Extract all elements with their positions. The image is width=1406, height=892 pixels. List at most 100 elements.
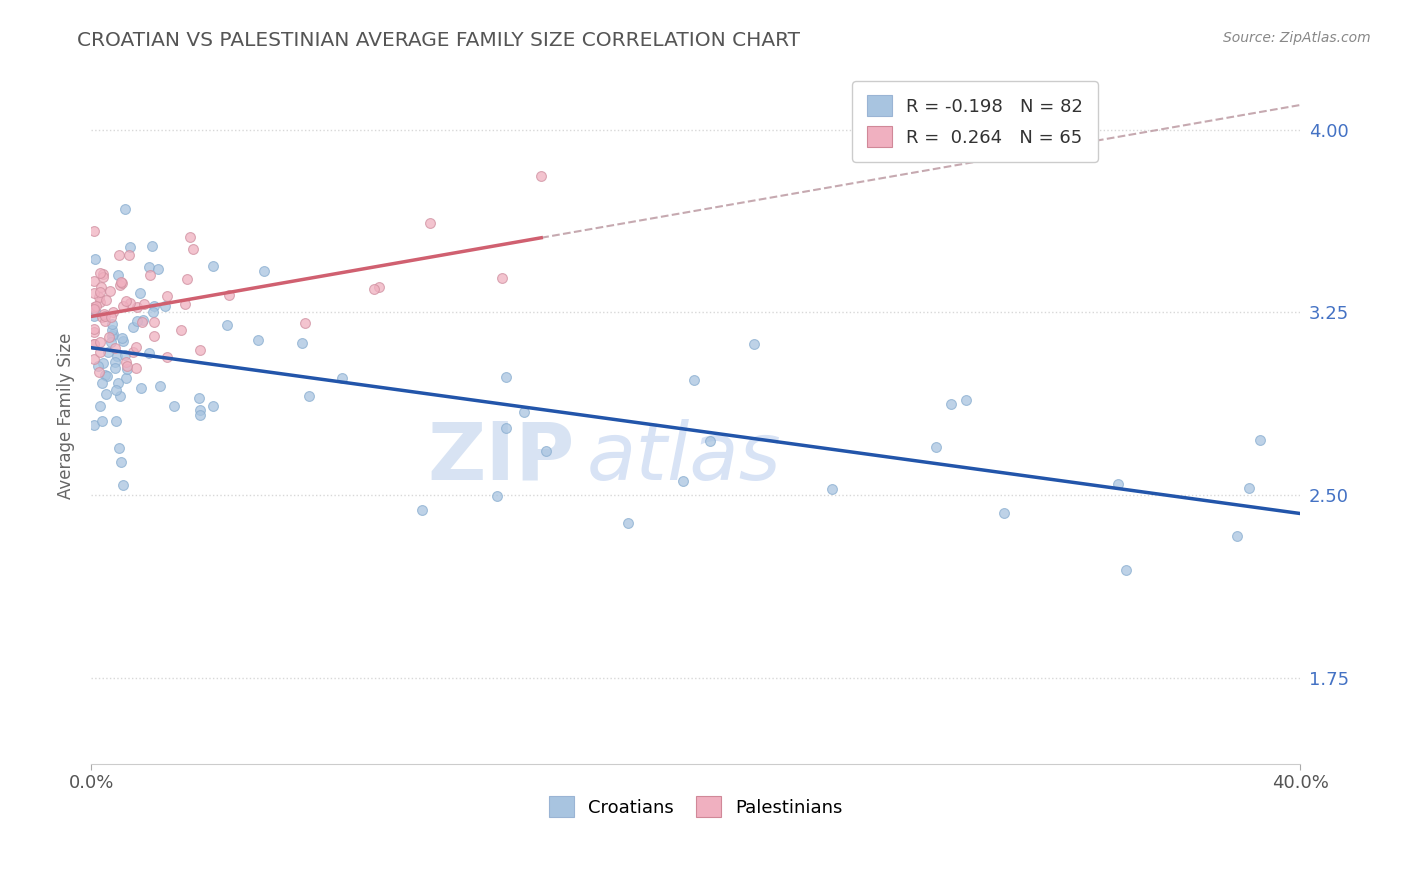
Point: [91, 376, 114, 390]
Point: [107, 376, 129, 390]
Point: [89, 399, 111, 413]
Point: [363, 282, 385, 296]
Point: [105, 349, 128, 363]
Point: [1249, 433, 1271, 447]
Point: [617, 516, 640, 530]
Point: [294, 316, 316, 330]
Point: [955, 393, 977, 408]
Point: [100, 335, 122, 350]
Point: [111, 334, 134, 348]
Point: [1226, 529, 1249, 543]
Point: [115, 293, 138, 308]
Point: [139, 268, 162, 282]
Point: [163, 399, 186, 413]
Point: [83, 252, 105, 267]
Point: [246, 333, 269, 347]
Point: [125, 339, 148, 353]
Point: [672, 474, 695, 488]
Point: [181, 242, 204, 256]
Point: [101, 329, 124, 343]
Point: [96, 368, 118, 383]
Point: [118, 248, 141, 262]
Point: [485, 489, 508, 503]
Point: [83, 302, 105, 317]
Point: [138, 346, 160, 360]
Point: [411, 503, 433, 517]
Point: [107, 268, 129, 282]
Point: [530, 169, 553, 184]
Point: [86, 359, 108, 373]
Point: [368, 280, 391, 294]
Point: [170, 323, 193, 337]
Point: [101, 322, 124, 336]
Point: [104, 341, 127, 355]
Point: [129, 381, 152, 395]
Text: Source: ZipAtlas.com: Source: ZipAtlas.com: [1223, 31, 1371, 45]
Point: [83, 337, 105, 351]
Point: [91, 267, 114, 281]
Point: [153, 299, 176, 313]
Point: [98, 284, 121, 298]
Point: [83, 285, 105, 300]
Point: [108, 278, 131, 293]
Point: [101, 305, 124, 319]
Point: [941, 397, 963, 411]
Point: [683, 373, 706, 387]
Point: [111, 277, 134, 291]
Point: [1115, 563, 1137, 577]
Point: [131, 315, 153, 329]
Point: [821, 482, 844, 496]
Point: [534, 443, 557, 458]
Point: [114, 348, 136, 362]
Point: [118, 240, 141, 254]
Point: [98, 330, 121, 344]
Point: [115, 362, 138, 376]
Point: [114, 202, 136, 217]
Point: [89, 285, 111, 299]
Point: [419, 216, 441, 230]
Point: [90, 280, 112, 294]
Point: [83, 273, 105, 287]
Point: [125, 300, 148, 314]
Point: [93, 309, 115, 323]
Point: [90, 310, 112, 324]
Point: [97, 344, 120, 359]
Point: [104, 361, 127, 376]
Point: [83, 325, 105, 339]
Point: [146, 261, 169, 276]
Point: [112, 299, 135, 313]
Point: [89, 334, 111, 349]
Point: [298, 389, 321, 403]
Point: [89, 294, 111, 309]
Point: [83, 322, 105, 336]
Point: [87, 290, 110, 304]
Text: ZIP: ZIP: [427, 419, 575, 497]
Point: [217, 318, 239, 332]
Point: [94, 368, 117, 383]
Point: [128, 285, 150, 300]
Point: [111, 478, 134, 492]
Point: [105, 414, 128, 428]
Point: [699, 434, 721, 449]
Point: [142, 315, 165, 329]
Point: [174, 297, 197, 311]
Point: [94, 314, 117, 328]
Point: [187, 392, 209, 406]
Point: [83, 300, 105, 314]
Point: [83, 224, 105, 238]
Point: [143, 300, 166, 314]
Point: [111, 331, 134, 345]
Point: [513, 405, 536, 419]
Point: [83, 304, 105, 318]
Point: [84, 299, 107, 313]
Point: [143, 328, 166, 343]
Point: [188, 343, 211, 358]
Point: [142, 305, 165, 319]
Point: [108, 248, 131, 262]
Point: [101, 317, 124, 331]
Point: [121, 344, 143, 359]
Point: [125, 361, 148, 376]
Point: [121, 319, 143, 334]
Point: [330, 371, 353, 385]
Point: [218, 288, 240, 302]
